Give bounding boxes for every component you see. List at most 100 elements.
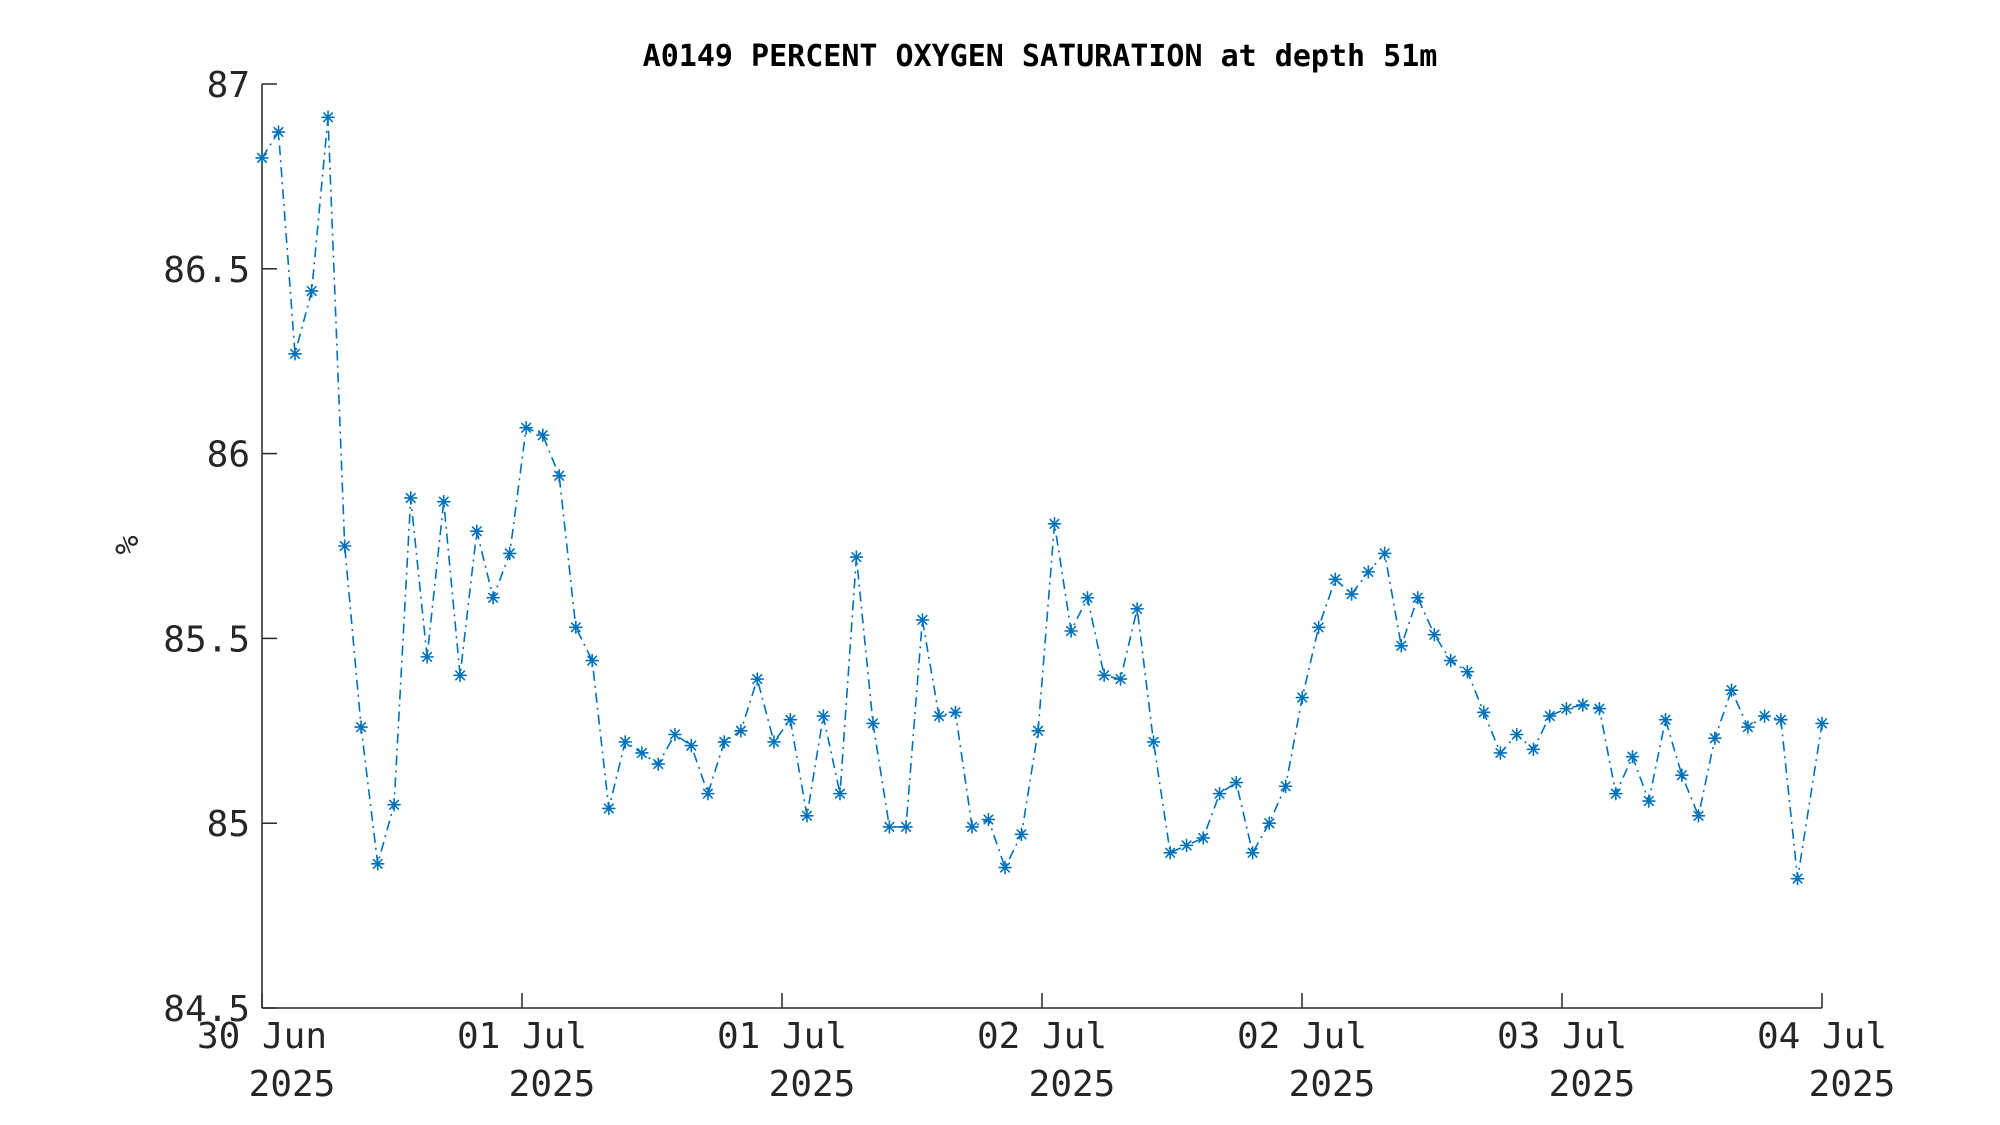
data-point: [684, 738, 699, 753]
data-point: [1113, 672, 1128, 686]
x-tick-label-date: 04 Jul: [1757, 1016, 1887, 1057]
data-point: [998, 860, 1012, 875]
data-point: [1130, 602, 1144, 616]
data-point: [1031, 723, 1045, 738]
data-point: [932, 709, 946, 723]
data-point: [800, 809, 814, 823]
data-point: [1014, 827, 1029, 842]
y-tick-label: 85: [207, 804, 250, 845]
data-point: [1815, 716, 1829, 731]
y-axis-label: %: [108, 535, 146, 554]
data-point: [1361, 565, 1376, 579]
data-point: [1741, 720, 1755, 734]
data-point: [1245, 845, 1260, 860]
data-point: [1493, 746, 1508, 760]
data-point: [370, 857, 385, 871]
chart-title: A0149 PERCENT OXYGEN SATURATION at depth…: [643, 39, 1438, 74]
data-point: [1229, 775, 1244, 790]
data-point: [1625, 749, 1640, 764]
data-point: [618, 735, 633, 749]
data-point: [816, 709, 831, 723]
data-point: [304, 284, 319, 298]
data-point: [750, 672, 765, 686]
data-point: [585, 653, 600, 668]
y-tick-label: 84.5: [163, 989, 250, 1030]
x-tick-label-date: 03 Jul: [1497, 1016, 1627, 1057]
data-point: [1509, 727, 1524, 742]
data-point: [288, 347, 302, 361]
data-point: [1476, 705, 1491, 720]
data-point: [1080, 590, 1095, 605]
y-tick-label: 85.5: [163, 619, 250, 660]
data-point: [1047, 517, 1062, 531]
data-point: [1212, 786, 1227, 801]
data-point: [1146, 735, 1161, 749]
data-point: [1163, 845, 1177, 860]
data-point: [1410, 590, 1425, 605]
data-point: [1427, 627, 1442, 642]
data-point: [1295, 690, 1310, 705]
data-point: [1724, 683, 1739, 697]
data-point: [486, 590, 500, 605]
data-point: [602, 801, 616, 816]
data-point: [1757, 709, 1772, 723]
data-point: [1179, 838, 1194, 853]
data-point: [1559, 701, 1574, 716]
data-point: [321, 110, 335, 125]
data-point: [1064, 624, 1078, 638]
data-point: [535, 428, 550, 442]
data-point: [255, 151, 269, 165]
data-point: [337, 539, 352, 553]
data-point: [948, 705, 963, 720]
data-point: [420, 650, 434, 664]
y-ticks: 84.5 85 85.5 86 86.5 87: [163, 65, 277, 1030]
data-point: [1675, 768, 1689, 782]
data-point: [1774, 712, 1788, 727]
data-point: [1377, 546, 1392, 561]
data-point: [1609, 786, 1623, 801]
data-point: [849, 550, 864, 564]
data-point: [1311, 620, 1326, 635]
data-point: [1196, 831, 1210, 845]
data-point: [1658, 712, 1673, 727]
x-ticks: 30 Jun 2025 01 Jul 2025 01 Jul 2025 02 Jul 2025…: [197, 993, 1895, 1105]
data-point: [965, 820, 979, 834]
data-point: [502, 546, 517, 561]
data-point: [1642, 794, 1656, 808]
data-point: [701, 786, 715, 801]
data-point: [899, 820, 913, 834]
plot-area: [255, 110, 1829, 886]
y-tick-label: 86.5: [163, 250, 250, 291]
data-point: [783, 712, 798, 727]
axes: [261, 84, 1822, 1009]
data-point: [651, 757, 666, 771]
data-point: [1262, 816, 1277, 831]
data-point: [1097, 668, 1111, 683]
data-point: [1394, 638, 1409, 653]
x-tick-label-year: 2025: [1809, 1064, 1896, 1105]
x-tick-label-date: 01 Jul: [457, 1016, 587, 1057]
data-point: [833, 786, 847, 801]
x-tick-label-date: 02 Jul: [977, 1016, 1107, 1057]
x-tick-label-date: 02 Jul: [1237, 1016, 1367, 1057]
data-point: [882, 820, 897, 834]
data-point: [1542, 709, 1557, 723]
data-point: [1526, 742, 1541, 757]
data-point: [1708, 731, 1722, 745]
data-point: [1790, 871, 1805, 886]
data-point: [1460, 664, 1475, 679]
data-point: [915, 613, 930, 627]
data-point: [1691, 809, 1706, 823]
data-point: [387, 797, 401, 812]
data-point: [1328, 572, 1343, 587]
data-point: [1278, 779, 1293, 794]
data-point: [1592, 701, 1607, 716]
data-point: [403, 491, 418, 505]
data-point: [1344, 587, 1359, 601]
x-tick-label-date: 30 Jun: [197, 1016, 327, 1057]
x-tick-label-year: 2025: [249, 1064, 336, 1105]
data-point: [1576, 698, 1590, 712]
x-tick-label-year: 2025: [769, 1064, 856, 1105]
data-point: [469, 524, 484, 539]
